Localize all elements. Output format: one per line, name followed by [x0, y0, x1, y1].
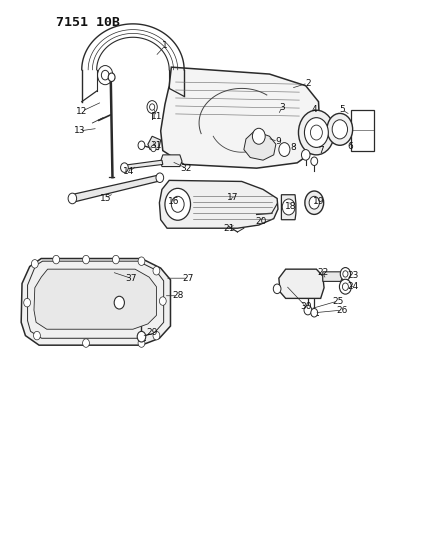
Polygon shape	[71, 175, 162, 201]
Text: 5: 5	[339, 105, 345, 114]
Text: 37: 37	[125, 273, 137, 282]
Text: 16: 16	[168, 197, 179, 206]
Circle shape	[83, 339, 89, 348]
Polygon shape	[122, 160, 163, 169]
Circle shape	[165, 188, 190, 220]
Polygon shape	[159, 180, 278, 228]
Circle shape	[147, 101, 157, 114]
Text: 15: 15	[99, 194, 111, 203]
Text: 32: 32	[181, 164, 192, 173]
Circle shape	[137, 332, 146, 342]
Circle shape	[343, 271, 348, 277]
Polygon shape	[279, 269, 324, 298]
Circle shape	[138, 339, 145, 348]
Text: 7: 7	[318, 146, 324, 155]
Circle shape	[83, 255, 89, 264]
Text: 29: 29	[146, 328, 158, 337]
Polygon shape	[244, 131, 276, 160]
Polygon shape	[148, 136, 160, 150]
Circle shape	[282, 199, 295, 215]
Circle shape	[340, 268, 351, 280]
Polygon shape	[34, 269, 156, 329]
Circle shape	[342, 283, 348, 290]
Circle shape	[114, 296, 125, 309]
Text: 19: 19	[313, 197, 324, 206]
Text: 21: 21	[223, 224, 235, 233]
Circle shape	[151, 146, 156, 152]
Circle shape	[53, 255, 59, 264]
Text: 24: 24	[347, 282, 358, 291]
Text: 8: 8	[290, 143, 296, 152]
Text: 26: 26	[336, 305, 348, 314]
Polygon shape	[351, 110, 374, 151]
Circle shape	[304, 118, 328, 148]
Text: 7151 10B: 7151 10B	[56, 15, 120, 29]
Circle shape	[253, 128, 265, 144]
Polygon shape	[160, 155, 182, 166]
Circle shape	[156, 173, 163, 182]
Text: 14: 14	[123, 167, 134, 176]
Text: 4: 4	[312, 105, 317, 114]
Circle shape	[332, 120, 348, 139]
Text: 28: 28	[172, 291, 184, 300]
Text: 23: 23	[347, 271, 358, 280]
Circle shape	[304, 305, 312, 315]
Circle shape	[279, 143, 290, 157]
Circle shape	[149, 104, 155, 110]
Circle shape	[309, 196, 319, 209]
Circle shape	[108, 73, 115, 82]
Circle shape	[310, 125, 322, 140]
Text: 31: 31	[151, 141, 162, 150]
Circle shape	[301, 150, 310, 160]
Circle shape	[113, 255, 119, 264]
Circle shape	[159, 297, 166, 305]
Circle shape	[311, 157, 318, 165]
Text: 22: 22	[317, 269, 328, 277]
Circle shape	[171, 196, 184, 212]
Circle shape	[298, 110, 334, 155]
Circle shape	[31, 260, 38, 268]
Circle shape	[273, 284, 281, 294]
Circle shape	[121, 163, 128, 172]
Text: 9: 9	[275, 137, 281, 146]
Circle shape	[138, 257, 145, 265]
Circle shape	[311, 309, 318, 317]
Text: 3: 3	[279, 102, 285, 111]
Polygon shape	[281, 195, 296, 220]
Polygon shape	[323, 272, 343, 281]
Circle shape	[153, 332, 160, 340]
Text: 17: 17	[227, 193, 239, 202]
Circle shape	[24, 298, 30, 307]
Text: 30: 30	[300, 302, 312, 311]
Circle shape	[153, 266, 160, 275]
Circle shape	[327, 114, 353, 146]
Circle shape	[68, 193, 77, 204]
Circle shape	[339, 279, 351, 294]
Text: 6: 6	[348, 142, 354, 151]
Text: 27: 27	[183, 273, 194, 282]
Polygon shape	[160, 67, 320, 168]
Polygon shape	[21, 259, 170, 345]
Text: 1: 1	[162, 42, 168, 51]
Text: 13: 13	[74, 126, 85, 135]
Text: 25: 25	[332, 296, 343, 305]
Text: 2: 2	[305, 78, 311, 87]
Text: 12: 12	[76, 107, 87, 116]
Text: 11: 11	[151, 112, 162, 121]
Text: 18: 18	[285, 203, 297, 212]
Circle shape	[138, 141, 145, 150]
Circle shape	[33, 332, 40, 340]
Text: 20: 20	[255, 217, 267, 226]
Circle shape	[305, 191, 324, 214]
